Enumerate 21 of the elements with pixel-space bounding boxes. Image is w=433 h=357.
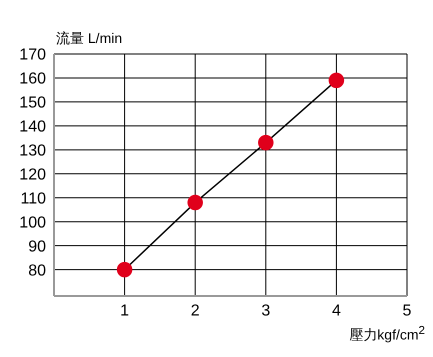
x-tick-label: 3 (261, 302, 270, 320)
y-tick-label: 120 (19, 166, 46, 184)
point (116, 262, 132, 278)
x-tick-label: 5 (402, 302, 412, 320)
y-tick-label: 170 (19, 46, 46, 64)
point (328, 72, 344, 88)
y-axis-title: 流量 L/min (56, 30, 122, 48)
x-axis-title: 壓力kgf/cm$^{2}$ (349, 324, 425, 345)
x-tick-label: 1 (120, 302, 130, 320)
y-tick-label: 100 (19, 214, 46, 232)
x-tick-label: 2 (190, 302, 200, 320)
y-tick-label: 110 (20, 190, 46, 208)
y-tick-label: 140 (19, 118, 46, 136)
y-tick-label: 150 (19, 94, 46, 112)
y-tick-label: 130 (19, 142, 46, 160)
point (258, 134, 274, 150)
y-tick-label: 80 (28, 262, 46, 280)
y-tick-label: 90 (28, 238, 46, 256)
x-tick-label: 4 (332, 302, 341, 320)
y-tick-label: 160 (19, 70, 46, 88)
point (187, 194, 203, 210)
